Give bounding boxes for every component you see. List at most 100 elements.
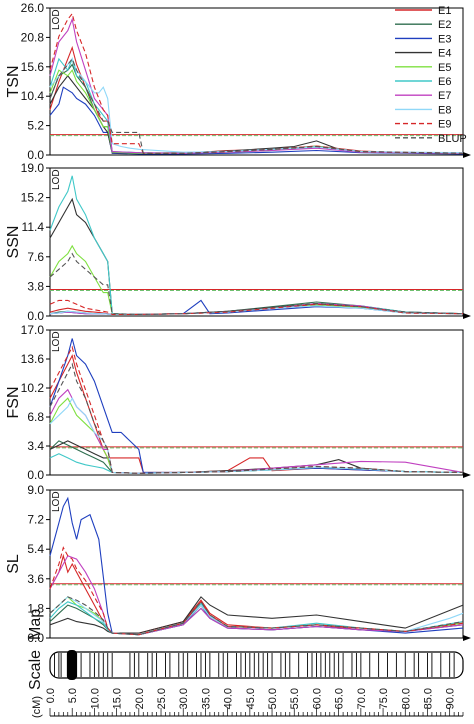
panel-frame (49, 489, 464, 639)
legend: E1 E2 E3 E4 E5 E6 E7 E8 E9 BLUP (395, 5, 467, 145)
x-tick-label: 60.0 (311, 688, 323, 709)
y-tick-label: 15.2 (21, 191, 45, 205)
x-tick-label: 5.0 (67, 688, 79, 703)
y-tick-label: 0.0 (27, 309, 44, 323)
axis-arrow (463, 635, 471, 641)
series-line-blup (49, 596, 464, 636)
x-tick-label: 0.0 (45, 688, 57, 703)
series-line-e1 (49, 354, 464, 473)
x-tick-label: 35.0 (200, 688, 212, 709)
series-line-e9 (49, 299, 464, 315)
chromosome-map: Scale Map (cM) (27, 609, 464, 718)
y-tick-label: 19.0 (21, 161, 45, 175)
legend-label-e5: E5 (438, 62, 451, 74)
series-line-e6 (49, 175, 464, 315)
x-tick-label: 10.0 (89, 688, 101, 709)
scale-label: Scale (27, 650, 44, 690)
series-line-blup (49, 57, 464, 154)
series-line-e4 (49, 197, 464, 315)
y-tick-label: 0.0 (27, 468, 44, 482)
legend-label-e4: E4 (438, 48, 451, 60)
x-tick-label: 75.0 (378, 688, 390, 709)
x-tick-label: 50.0 (267, 688, 279, 709)
x-tick-label: 65.0 (334, 688, 346, 709)
lod-label: LOD (51, 331, 62, 352)
y-tick-label: 10.2 (21, 381, 45, 395)
y-tick-label: 5.2 (27, 119, 44, 133)
series-line-blup (49, 252, 464, 315)
y-tick-label: 7.6 (27, 250, 44, 264)
x-tick-label: 30.0 (178, 688, 190, 709)
y-tick-label: 11.4 (22, 220, 45, 234)
series-line-e3 (49, 338, 464, 473)
panel-frame (49, 7, 464, 156)
legend-label-e7: E7 (438, 90, 451, 102)
x-tick-label: 40.0 (223, 688, 235, 709)
chromosome-bar (49, 651, 464, 679)
y-tick-label: 9.0 (27, 483, 44, 497)
legend-label-e9: E9 (438, 119, 451, 131)
lod-panels: 0.0 5.2 10.4 15.6 20.8 26.0 LOD TSN 0.0 3.8 7.6 11.… (5, 1, 471, 645)
series-line-e3 (49, 496, 464, 636)
x-tick-label: 20.0 (134, 688, 146, 709)
panel-fsn: 0.0 3.4 6.8 10.2 13.6 17.0 LOD FSN (5, 323, 471, 482)
map-label: Map (27, 609, 44, 640)
y-tick-label: 26.0 (21, 1, 45, 15)
legend-label-e2: E2 (438, 19, 451, 31)
legend-label-blup: BLUP (438, 133, 467, 145)
series-line-e5 (49, 244, 464, 315)
y-tick-label: 6.8 (27, 410, 44, 424)
panel-ylabel: SSN (5, 226, 22, 259)
x-tick-label: 45.0 (245, 688, 257, 709)
panel-ylabel: FSN (5, 387, 22, 419)
lod-label: LOD (51, 491, 62, 512)
series-line-e1 (49, 553, 464, 634)
panel-ylabel: TSN (5, 66, 22, 98)
x-tick-label: 25.0 (156, 688, 168, 709)
panel-frame (49, 329, 464, 476)
y-tick-label: 13.6 (21, 352, 45, 366)
series-line-e7 (49, 555, 464, 636)
axis-arrow (463, 313, 471, 319)
y-tick-label: 17.0 (21, 323, 45, 337)
legend-label-e3: E3 (438, 33, 451, 45)
series-line-e4 (49, 596, 464, 634)
legend-label-e6: E6 (438, 76, 451, 88)
y-tick-label: 7.2 (27, 513, 44, 527)
y-tick-label: 0.0 (27, 148, 44, 162)
lod-label: LOD (51, 169, 62, 190)
series-line-blup (49, 362, 464, 474)
series-line-e9 (49, 546, 464, 636)
y-tick-label: 10.4 (21, 89, 45, 103)
panel-frame (49, 167, 464, 317)
cm-unit-label: (cM) (31, 696, 43, 718)
legend-label-e8: E8 (438, 104, 451, 116)
y-tick-label: 1.8 (27, 601, 44, 615)
lod-label: LOD (51, 9, 62, 30)
x-tick-label: 15.0 (112, 688, 124, 709)
x-tick-label: 55.0 (289, 688, 301, 709)
y-tick-label: 3.4 (27, 439, 44, 453)
panel-ylabel: SL (5, 554, 22, 574)
y-tick-label: 3.6 (27, 572, 44, 586)
x-tick-label: 85.0 (422, 688, 434, 709)
series-line-e9 (49, 345, 464, 474)
y-tick-label: 0.0 (27, 631, 44, 645)
panel-ssn: 0.0 3.8 7.6 11.4 15.2 19.0 LOD SSN (5, 161, 471, 323)
legend-label-e1: E1 (438, 5, 451, 17)
centromere (66, 650, 77, 680)
panel-tsn: 0.0 5.2 10.4 15.6 20.8 26.0 LOD TSN (5, 1, 471, 162)
axis-arrow (463, 472, 471, 478)
y-tick-label: 15.6 (21, 60, 45, 74)
panel-sl: 0.0 1.8 3.6 5.4 7.2 9.0 LOD SL (5, 483, 471, 645)
series-line-e7 (49, 17, 464, 154)
x-tick-label: 80.0 (400, 688, 412, 709)
y-tick-label: 5.4 (27, 542, 44, 556)
map-x-axis: 0.0 5.0 10.0 15.0 20.0 25.0 30.0 35.0 40.0 45.0 50… (45, 688, 464, 717)
axis-arrow (463, 152, 471, 158)
y-tick-label: 20.8 (21, 30, 45, 44)
x-tick-label: 90.0 (445, 688, 457, 709)
y-tick-label: 3.8 (27, 279, 44, 293)
x-tick-label: 70.0 (356, 688, 368, 709)
